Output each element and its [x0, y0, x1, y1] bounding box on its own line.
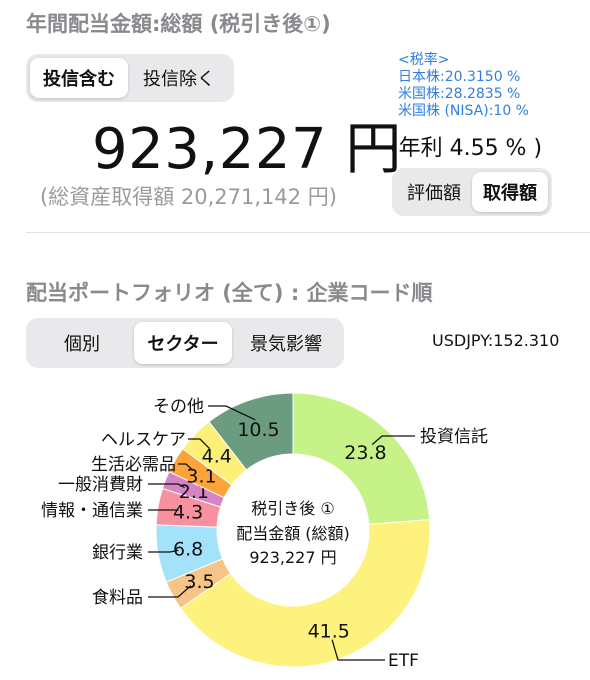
portfolio-title: 配当ポートフォリオ (全て) : 企業コード順	[26, 281, 433, 305]
section-divider	[26, 232, 590, 233]
tab-sector[interactable]: セクター	[134, 322, 232, 364]
callout-label-3: 銀行業	[92, 543, 143, 563]
callout-line-7	[188, 438, 211, 450]
callout-line-1	[331, 639, 385, 661]
total-acquisition-amount: (総資産取得額 20,271,142 円)	[40, 185, 337, 209]
callout-label-7: ヘルスケア	[101, 430, 186, 450]
tax-rate-us-nisa: 米国株 (NISA):10 %	[398, 103, 529, 119]
center-label-line2: 配当金額 (総額)	[236, 524, 350, 543]
exclude-funds-button[interactable]: 投信除く	[143, 69, 215, 90]
center-label-line1: 税引き後 ①	[251, 499, 334, 518]
donut-value-label-0: 23.8	[344, 442, 386, 464]
dividend-total-title: 年間配当金額:総額 (税引き後①)	[26, 12, 331, 36]
donut-value-label-3: 6.8	[173, 539, 203, 561]
tab-individual[interactable]: 個別	[64, 334, 100, 355]
tax-rate-jp: 日本株:20.3150 %	[398, 69, 521, 85]
callout-label-1: ETF	[388, 651, 419, 671]
tax-rate-box: <税率> 日本株:20.3150 % 米国株:28.2835 % 米国株 (NI…	[398, 52, 529, 120]
tax-rate-heading: <税率>	[398, 52, 450, 68]
callout-line-8	[208, 405, 256, 421]
market-value-button[interactable]: 評価額	[407, 183, 461, 204]
callout-line-0	[371, 435, 415, 446]
callout-line-2	[148, 585, 192, 598]
view-mode-toggle: 個別 セクター 景気影響	[26, 318, 344, 368]
donut-value-label-6: 3.1	[186, 465, 216, 487]
center-label-line3: 923,227 円	[249, 548, 336, 567]
basis-toggle: 評価額 取得額	[392, 168, 552, 216]
include-funds-button[interactable]: 投信含む	[30, 58, 128, 98]
donut-slice-1[interactable]	[179, 519, 431, 668]
callout-label-4: 情報・通信業	[41, 501, 143, 521]
callout-label-6: 生活必需品	[91, 455, 176, 475]
tab-economic-impact[interactable]: 景気影響	[250, 334, 322, 355]
tax-rate-us: 米国株:28.2835 %	[398, 86, 521, 102]
total-dividend-amount: 923,227 円	[92, 117, 402, 182]
callout-label-8: その他	[153, 397, 204, 417]
callout-label-0: 投資信託	[420, 427, 488, 447]
donut-value-label-2: 3.5	[184, 571, 214, 593]
donut-slices: 23.841.53.56.84.32.13.14.410.5	[155, 392, 431, 668]
callout-line-6	[178, 463, 194, 471]
callout-line-3	[148, 549, 179, 553]
callout-label-5: 一般消費財	[58, 475, 143, 495]
annual-yield: (年利 4.55 % )	[390, 136, 543, 161]
donut-value-label-8: 10.5	[237, 419, 279, 441]
donut-slice-0[interactable]	[292, 392, 431, 525]
acquisition-cost-button[interactable]: 取得額	[472, 172, 548, 212]
donut-center-label: 税引き後 ① 配当金額 (総額) 923,227 円	[236, 499, 350, 567]
fund-include-toggle: 投信含む 投信除く	[26, 54, 234, 102]
usdjpy-rate: USDJPY:152.310	[432, 331, 560, 350]
callout-label-2: 食料品	[92, 588, 143, 608]
donut-value-label-1: 41.5	[308, 620, 350, 642]
donut-value-label-4: 4.3	[173, 502, 203, 524]
callout-line-5	[148, 483, 185, 489]
donut-value-label-7: 4.4	[202, 446, 232, 468]
